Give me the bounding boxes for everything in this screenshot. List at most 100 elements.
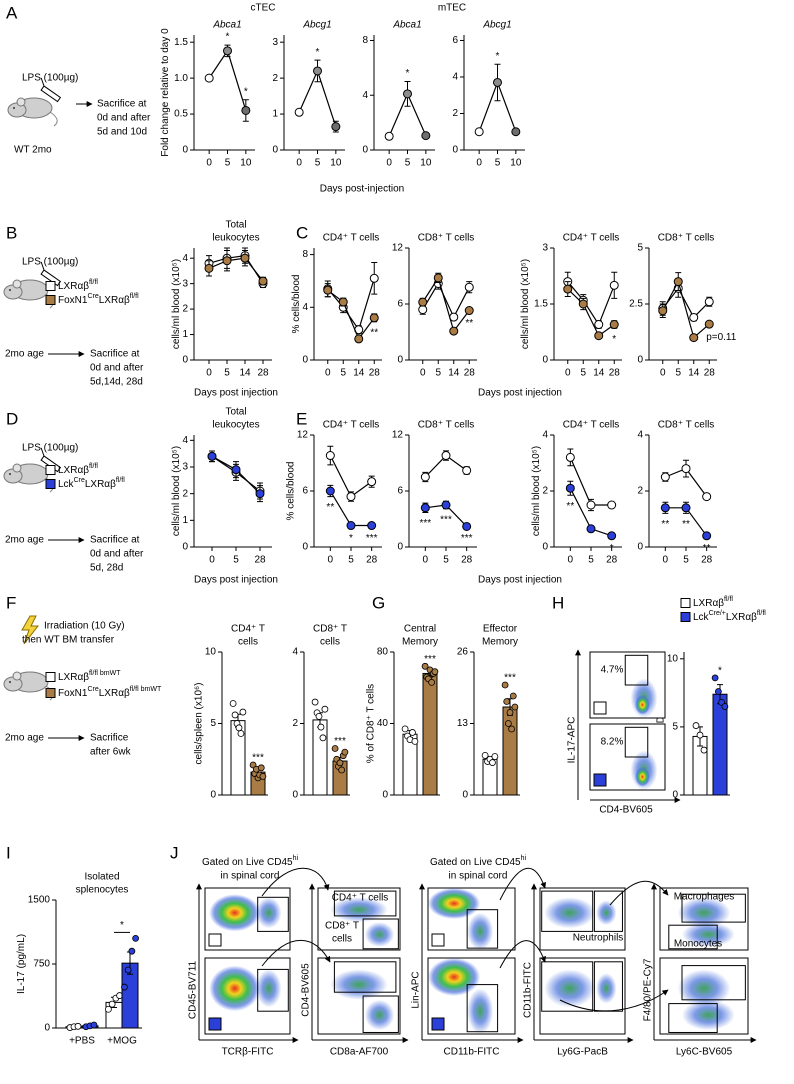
density [596, 973, 617, 1004]
panel-label: E [296, 409, 307, 428]
y-tick-label: 6 [397, 299, 403, 310]
significance: ** [566, 501, 574, 512]
y-tick-label: 8 [362, 35, 368, 46]
legend-label-part: fl/fl [724, 596, 733, 603]
series-line [662, 287, 710, 319]
x-axis-title: Days post-injection [320, 184, 404, 195]
plan-text: 0d and after [90, 549, 144, 560]
gating-arrow [499, 940, 546, 969]
mouse-ear [12, 279, 22, 289]
data-point [341, 748, 349, 756]
x-tick-label: 0 [660, 368, 666, 379]
bar [502, 706, 518, 796]
chart-title: Isolated [84, 872, 119, 883]
marker [204, 73, 214, 83]
treatment: LPS (100µg) [22, 257, 78, 268]
x-tick-label: 14 [239, 368, 251, 379]
marker [323, 285, 333, 295]
x-tick-label: 5 [340, 368, 346, 379]
plan-text: Sacrifice at [90, 535, 140, 546]
marker [255, 489, 265, 499]
y-tick-label: 4 [637, 430, 643, 441]
legend-label-part: LXRαβ [85, 479, 116, 490]
y-axis-title: Fold change relative to day 0 [160, 28, 171, 157]
x-tick-label: 28 [701, 555, 713, 566]
marker [338, 297, 348, 307]
population-label: CD4⁺ T cells [332, 893, 389, 904]
marker [241, 105, 251, 115]
y-tick-label: 4 [302, 302, 308, 313]
x-tick-label: 5 [588, 555, 594, 566]
significance: ** [661, 519, 669, 530]
y-axis-title: % of CD8⁺ T cells [365, 684, 376, 763]
panel-label: C [296, 223, 308, 242]
gate [668, 924, 718, 950]
flow-axis-label: TCRβ-FITC [222, 1047, 274, 1058]
y-tick-label: 4 [292, 647, 298, 658]
lightning [21, 615, 40, 645]
y-tick-label: 4 [182, 253, 188, 264]
x-tick-label: 5 [443, 555, 449, 566]
marker [418, 297, 428, 307]
legend-label: LckCreLXRαβfl/fl [58, 477, 125, 489]
significance: * [718, 666, 722, 677]
legend-label-part: Lck [58, 479, 75, 490]
data-point [700, 746, 708, 754]
marker [449, 326, 459, 336]
mouse-eye [13, 107, 15, 109]
density [209, 894, 261, 932]
data-point [229, 700, 237, 707]
x-tick-label: 14 [593, 368, 605, 379]
legend-label-part: fl/fl [89, 279, 98, 286]
group-header: cTEC [251, 3, 276, 14]
series-line [422, 282, 470, 319]
y-tick-label: 3 [182, 278, 188, 289]
marker [418, 305, 428, 315]
gate [362, 918, 399, 950]
group-header: mTEC [438, 3, 466, 14]
gate-description-part: hi [293, 855, 299, 862]
data-point [504, 720, 512, 727]
plan-text: 5d, 28d [90, 563, 123, 574]
y-tick-label: 5 [637, 243, 643, 254]
legend-label-part: LXRαβ [726, 612, 757, 623]
marker [563, 284, 573, 294]
chart-title: splenocytes [76, 885, 129, 896]
y-tick-label: 0.5 [174, 109, 188, 120]
density [682, 999, 735, 1031]
y-axis-title: cells/ml blood (x10⁵) [520, 259, 531, 349]
significance: * [244, 86, 248, 97]
legend-label-part: Cre [87, 686, 98, 693]
x-tick-label: +PBS [69, 1036, 95, 1047]
population-label: Neutrophils [573, 933, 624, 944]
data-point [105, 1005, 112, 1013]
x-tick-label: 5 [580, 368, 586, 379]
marker [704, 297, 714, 307]
flow-axis-label: CD11b-FITC [444, 1047, 500, 1058]
data-point [90, 1021, 98, 1029]
chart-title: CD4⁺ T cells [323, 420, 380, 431]
gating-arrow [261, 940, 331, 967]
marker [565, 483, 575, 493]
y-tick-label: 4 [452, 72, 458, 83]
gate-description: Gated on Live CD45hi [202, 855, 299, 867]
syringe-needle [40, 447, 45, 457]
syringe-needle [40, 261, 45, 271]
data-point [121, 983, 128, 991]
panel-label: H [552, 593, 564, 612]
data-point [503, 698, 511, 705]
y-tick-label: 0 [302, 542, 308, 553]
bar [312, 719, 328, 796]
genotype [593, 773, 607, 787]
chart-title: CD8⁺ T cells [418, 233, 475, 244]
density [428, 888, 481, 919]
y-tick-label: 0 [382, 790, 388, 801]
y-axis-title: IL-17 (pg/mL) [16, 934, 27, 994]
data-point [319, 734, 327, 742]
y-tick-label: 12 [392, 243, 404, 254]
y-tick-label: 2 [542, 486, 548, 497]
gate [624, 726, 649, 758]
marker [403, 89, 412, 99]
y-tick-label: 750 [33, 959, 50, 970]
chart-title: Memory [482, 637, 518, 648]
